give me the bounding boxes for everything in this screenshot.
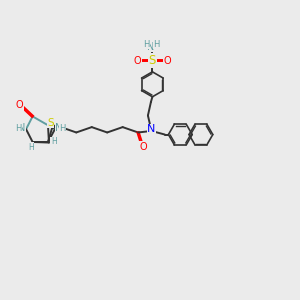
Text: S: S [47,118,54,128]
Text: N: N [147,124,156,134]
Text: O: O [134,56,141,65]
Text: N: N [55,123,62,133]
Text: H: H [153,40,160,49]
Text: H: H [59,124,66,133]
Text: H: H [28,142,34,152]
Text: H: H [143,40,150,49]
Text: S: S [149,54,156,67]
Text: N: N [147,42,155,52]
Text: O: O [164,56,171,65]
Text: O: O [15,100,23,110]
Text: N: N [18,123,26,133]
Text: H: H [51,137,57,146]
Text: O: O [140,142,147,152]
Text: H: H [15,124,21,133]
